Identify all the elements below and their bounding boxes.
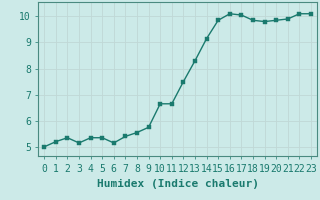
X-axis label: Humidex (Indice chaleur): Humidex (Indice chaleur) [97,179,259,189]
